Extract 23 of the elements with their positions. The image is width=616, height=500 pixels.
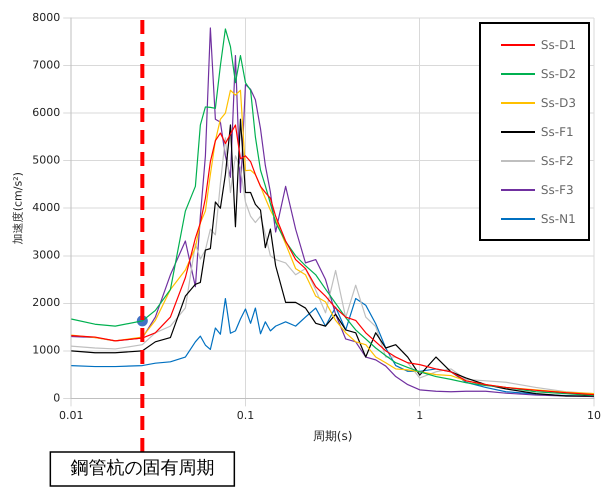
y-tick-label: 2000	[32, 296, 60, 310]
legend-label: Ss-D3	[540, 96, 576, 110]
y-tick-label: 6000	[32, 106, 60, 119]
y-tick-label: 3000	[32, 248, 60, 262]
x-tick-label: 1	[416, 408, 424, 422]
legend-label: Ss-N1	[540, 212, 576, 226]
x-tick-label: 0.1	[236, 408, 254, 422]
legend-label: Ss-D1	[540, 38, 576, 52]
legend-label: Ss-F2	[540, 154, 574, 168]
x-tick-label: 0.01	[58, 408, 84, 422]
legend-label: Ss-D2	[540, 66, 576, 80]
y-axis-title: 加速度(cm/s²)	[11, 172, 24, 244]
y-tick-label: 8000	[32, 10, 60, 24]
ref-line-label: 鋼管杭の固有周期	[70, 458, 214, 479]
x-tick-label: 10	[587, 408, 601, 422]
y-tick-label: 1000	[32, 344, 60, 357]
legend-label: Ss-F1	[540, 124, 574, 138]
x-axis-title: 周期(s)	[312, 428, 352, 443]
y-tick-label: 7000	[32, 58, 60, 72]
y-tick-label: 4000	[32, 201, 60, 214]
y-tick-label: 0	[53, 391, 60, 404]
legend-label: Ss-F3	[540, 182, 574, 196]
y-tick-label: 5000	[32, 154, 60, 167]
